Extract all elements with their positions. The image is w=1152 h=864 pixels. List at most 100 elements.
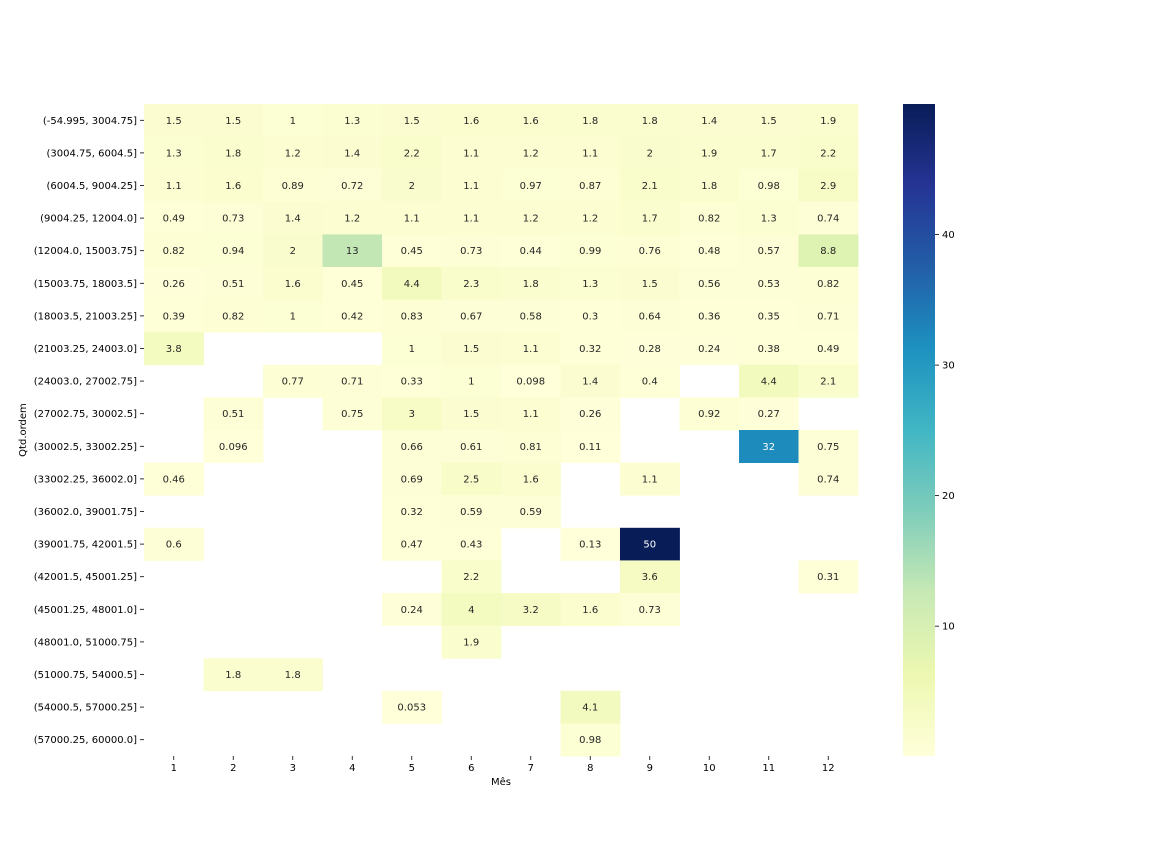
heatmap-cell xyxy=(798,430,859,463)
heatmap-cell xyxy=(798,267,859,300)
cell-value-label: 0.82 xyxy=(817,279,839,290)
heatmap-cell xyxy=(322,104,383,137)
cell-value-label: 0.58 xyxy=(520,311,542,322)
heatmap-cell xyxy=(679,332,740,366)
y-tick-label: (-54.995, 3004.75] xyxy=(43,116,137,127)
heatmap-cell xyxy=(620,104,680,137)
heatmap-cell xyxy=(501,267,561,300)
heatmap-cell xyxy=(560,299,621,333)
cell-value-label: 1.3 xyxy=(166,148,182,159)
cell-value-label: 0.69 xyxy=(401,474,423,485)
cell-value-label: 1.8 xyxy=(701,181,717,192)
heatmap-cell xyxy=(679,104,740,137)
heatmap-cell xyxy=(263,299,323,333)
heatmap-cell xyxy=(382,690,442,724)
cell-value-label: 0.53 xyxy=(758,279,780,290)
heatmap-cell-labels: 1.5 1.5 1 1.3 1.5 1.6 1.6 1.8 1.8 1.4 1.5 1.9 1.3 1.8… xyxy=(163,116,840,746)
heatmap-cell xyxy=(322,169,383,203)
heatmap-cell xyxy=(560,267,621,300)
heatmap-cell xyxy=(322,136,383,170)
heatmap-cell xyxy=(798,299,859,333)
heatmap-cell xyxy=(679,136,740,170)
cell-value-label: 0.49 xyxy=(817,344,839,355)
heatmap-cell xyxy=(441,625,502,659)
cell-value-label: 0.46 xyxy=(163,474,185,485)
y-tick-label: (42001.5, 45001.25] xyxy=(34,572,137,583)
heatmap-cell xyxy=(679,201,740,235)
heatmap-cell xyxy=(620,169,680,203)
heatmap-cell xyxy=(739,397,799,431)
heatmap-cell xyxy=(382,234,442,268)
cell-value-label: 0.43 xyxy=(460,540,482,551)
cell-value-label: 1.8 xyxy=(225,148,241,159)
heatmap-cell xyxy=(322,234,383,268)
heatmap-cell xyxy=(620,332,680,366)
x-tick-label: 2 xyxy=(230,763,236,774)
cell-value-label: 0.74 xyxy=(817,214,839,225)
cell-value-label: 0.3 xyxy=(582,311,598,322)
heatmap-cell xyxy=(382,364,442,398)
cell-value-label: 1 xyxy=(290,116,296,127)
heatmap-cell xyxy=(739,364,799,398)
heatmap-cell xyxy=(144,234,204,268)
heatmap-cell xyxy=(560,201,621,235)
heatmap-cell xyxy=(560,169,621,203)
heatmap-cell xyxy=(441,267,502,300)
heatmap-cell xyxy=(144,169,204,203)
heatmap-cell xyxy=(144,332,204,366)
heatmap-cell xyxy=(501,234,561,268)
cell-value-label: 1.4 xyxy=(582,377,598,388)
heatmap-cell xyxy=(620,136,680,170)
heatmap-cell xyxy=(441,299,502,333)
heatmap-cell xyxy=(382,462,442,496)
colorbar-tick-label: 40 xyxy=(942,230,955,241)
heatmap-cell xyxy=(382,104,442,137)
heatmap-cell xyxy=(382,332,442,366)
cell-value-label: 0.45 xyxy=(401,246,423,257)
cell-value-label: 1.4 xyxy=(344,148,360,159)
x-tick-label: 9 xyxy=(647,763,653,774)
cell-value-label: 0.48 xyxy=(698,246,720,257)
cell-value-label: 1.6 xyxy=(285,279,301,290)
cell-value-label: 0.26 xyxy=(163,279,185,290)
cell-value-label: 13 xyxy=(346,246,359,257)
cell-value-label: 0.31 xyxy=(817,572,839,583)
cell-value-label: 4.4 xyxy=(404,279,420,290)
cell-value-label: 0.35 xyxy=(758,311,780,322)
cell-value-label: 4.1 xyxy=(582,703,598,714)
y-tick-label: (18003.5, 21003.25] xyxy=(34,311,137,322)
heatmap-cell xyxy=(560,430,621,463)
heatmap-cell xyxy=(203,267,264,300)
heatmap-cell xyxy=(739,332,799,366)
cell-value-label: 0.97 xyxy=(520,181,542,192)
cell-value-label: 0.74 xyxy=(817,474,839,485)
cell-value-label: 2.2 xyxy=(463,572,479,583)
cell-value-label: 1.8 xyxy=(642,116,658,127)
heatmap-cell xyxy=(382,201,442,235)
cell-value-label: 0.13 xyxy=(579,540,601,551)
cell-value-label: 0.64 xyxy=(639,311,661,322)
heatmap-cell xyxy=(263,267,323,300)
heatmap-cell xyxy=(203,104,264,137)
cell-value-label: 1.9 xyxy=(701,148,717,159)
heatmap-cell xyxy=(560,397,621,431)
cell-value-label: 1.7 xyxy=(642,214,658,225)
cell-value-label: 1.8 xyxy=(523,279,539,290)
cell-value-label: 1.3 xyxy=(761,214,777,225)
cell-value-label: 2.9 xyxy=(820,181,836,192)
cell-value-label: 0.77 xyxy=(282,377,304,388)
heatmap-cell xyxy=(203,201,264,235)
y-tick-label: (15003.75, 18003.5] xyxy=(34,279,137,290)
heatmap-cell xyxy=(739,234,799,268)
cell-value-label: 0.59 xyxy=(520,507,542,518)
y-tick-label: (33002.25, 36002.0] xyxy=(34,474,137,485)
heatmap-cell xyxy=(441,234,502,268)
cell-value-label: 2.3 xyxy=(463,279,479,290)
y-tick-label: (9004.25, 12004.0] xyxy=(40,214,137,225)
heatmap-cell xyxy=(382,495,442,529)
cell-value-label: 1.2 xyxy=(344,214,360,225)
heatmap-cell xyxy=(382,430,442,463)
heatmap-cell xyxy=(798,462,859,496)
heatmap-cell xyxy=(739,267,799,300)
heatmap-cell xyxy=(441,364,502,398)
